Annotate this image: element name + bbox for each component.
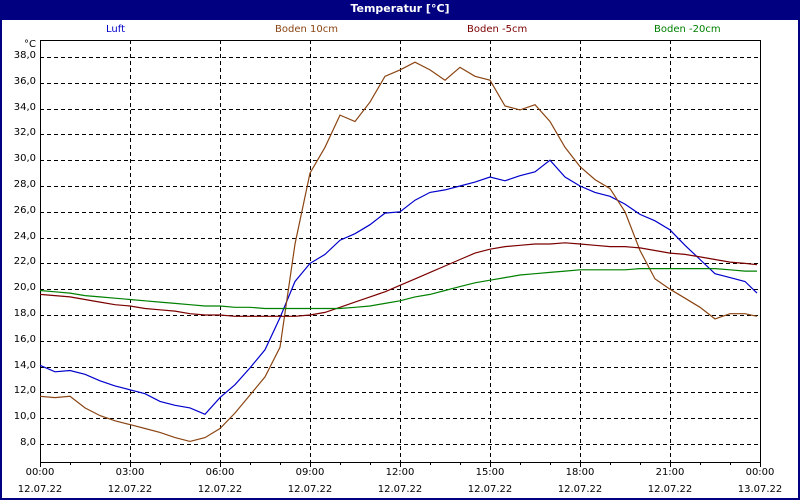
y-tick-label: 8,0	[20, 437, 36, 448]
y-tick-label: 28,0	[13, 179, 36, 190]
x-tick-time: 12:00	[385, 467, 415, 478]
x-tick-time: 00:00	[25, 467, 55, 478]
x-tick-date: 12.07.22	[467, 484, 513, 495]
y-tick-label: 12,0	[13, 385, 36, 397]
chart-title: Temperatur [°C]	[0, 0, 800, 19]
x-tick-time: 06:00	[205, 467, 235, 478]
y-tick-label: 26,0	[13, 204, 36, 216]
x-tick-date: 12.07.22	[17, 484, 63, 495]
series-line	[39, 61, 758, 443]
y-tick-label: 30,0	[13, 153, 36, 165]
x-tick-time: 15:00	[475, 467, 505, 478]
y-tick-label: 18,0	[13, 308, 36, 319]
x-tick-time: 03:00	[115, 467, 145, 478]
legend-boden-10cm: Boden 10cm	[275, 24, 338, 35]
series-line	[39, 159, 758, 416]
y-tick-label: 38,0	[13, 50, 36, 61]
chart-panel: Luft Boden 10cm Boden -5cm Boden -20cm °…	[2, 20, 798, 498]
series-line	[39, 242, 758, 317]
y-tick-label: 14,0	[13, 359, 36, 371]
series-line	[39, 268, 757, 310]
x-tick-date: 12.07.22	[107, 484, 153, 495]
legend-boden-5cm: Boden -5cm	[467, 24, 528, 35]
y-tick-label: 34,0	[13, 101, 36, 113]
legend-boden-20cm: Boden -20cm	[654, 24, 721, 35]
x-tick-date: 12.07.22	[287, 484, 333, 495]
y-tick-label: 16,0	[13, 333, 36, 345]
y-tick-label: 20,0	[13, 282, 36, 294]
y-tick-label: 32,0	[13, 127, 36, 139]
x-tick-time: 00:00	[745, 467, 775, 478]
x-tick-date: 13.07.22	[737, 484, 783, 495]
x-tick-time: 09:00	[295, 467, 325, 478]
x-tick-date: 12.07.22	[377, 484, 423, 495]
legend-luft: Luft	[106, 24, 125, 35]
x-tick-date: 12.07.22	[557, 484, 603, 495]
x-tick-time: 21:00	[655, 467, 685, 478]
y-axis-unit: °C	[24, 39, 36, 50]
x-tick-date: 12.07.22	[197, 484, 243, 495]
plot-area	[39, 40, 761, 467]
y-tick-label: 24,0	[13, 230, 36, 242]
y-tick-label: 36,0	[13, 75, 36, 87]
x-tick-date: 12.07.22	[647, 484, 693, 495]
y-tick-label: 22,0	[13, 256, 36, 268]
x-tick-time: 18:00	[565, 467, 595, 478]
y-tick-label: 10,0	[13, 411, 36, 423]
